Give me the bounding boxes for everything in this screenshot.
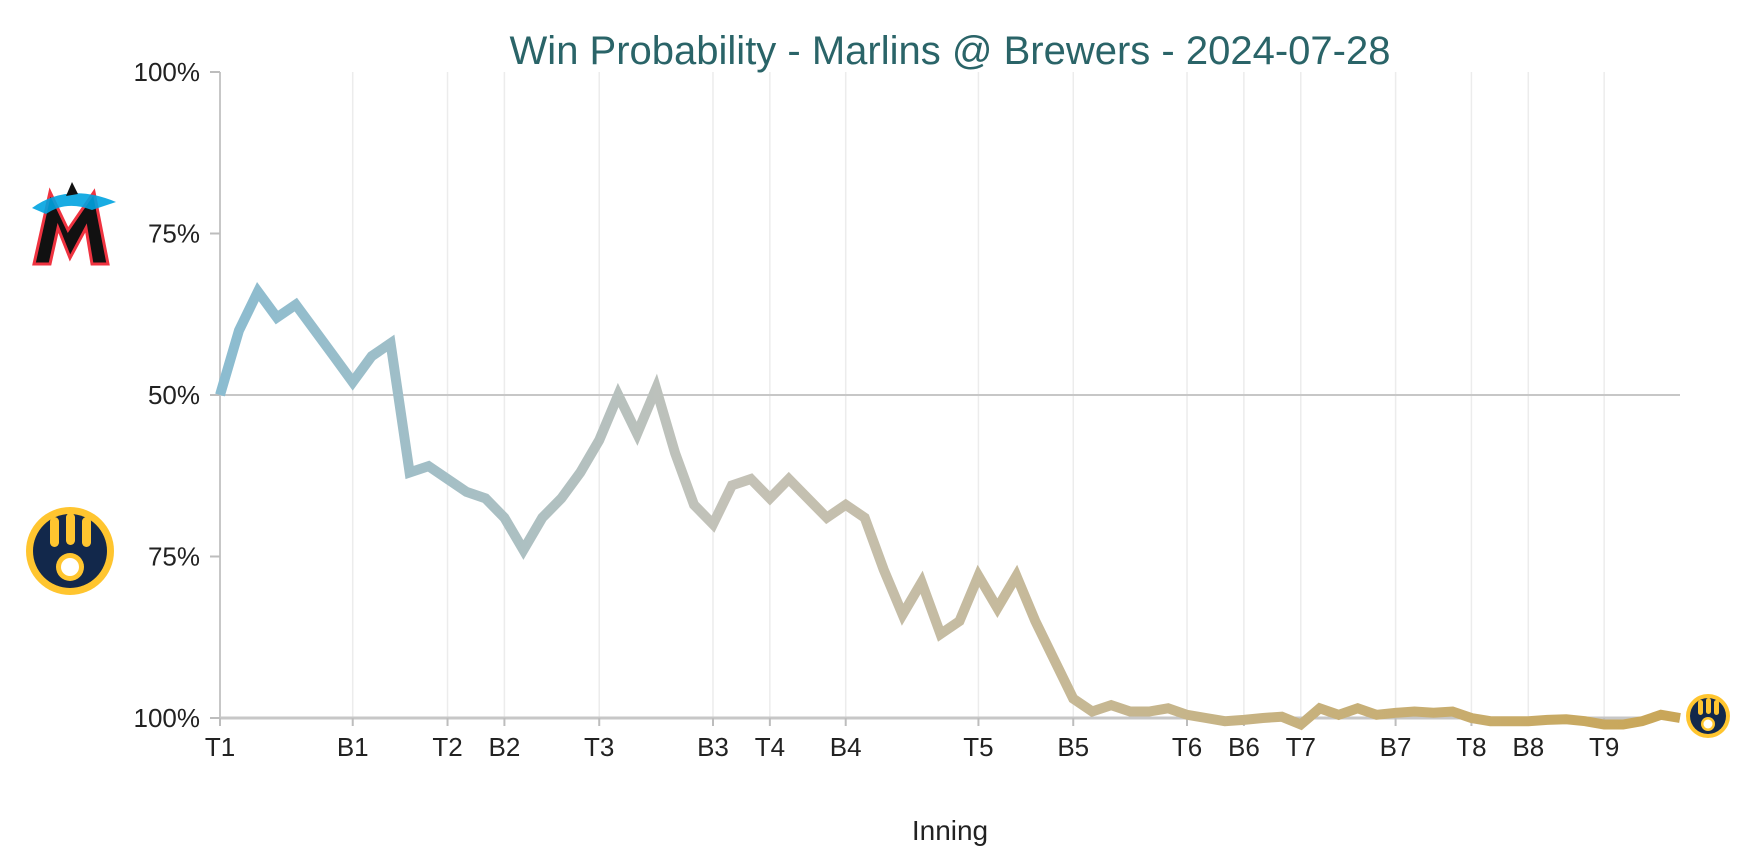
y-tick-label: 50% <box>148 380 200 410</box>
win-probability-line <box>215 281 1681 731</box>
x-axis-label: Inning <box>912 815 988 846</box>
x-tick-label: T7 <box>1286 732 1316 762</box>
x-tick-label: B2 <box>489 732 521 762</box>
y-tick-label: 100% <box>134 703 201 733</box>
x-tick-label: B4 <box>830 732 862 762</box>
x-tick-label: B1 <box>337 732 369 762</box>
x-tick-label: B3 <box>697 732 729 762</box>
x-tick-label: T5 <box>963 732 993 762</box>
chart-title: Win Probability - Marlins @ Brewers - 20… <box>510 29 1391 73</box>
x-tick-label: T1 <box>205 732 235 762</box>
marlins-logo <box>32 182 116 266</box>
x-tick-label: T6 <box>1172 732 1202 762</box>
y-tick-label: 75% <box>148 542 200 572</box>
y-tick-label: 75% <box>148 219 200 249</box>
x-tick-label: B6 <box>1228 732 1260 762</box>
x-tick-label: T2 <box>432 732 462 762</box>
x-tick-label: B7 <box>1380 732 1412 762</box>
x-tick-label: T9 <box>1589 732 1619 762</box>
grid-lines <box>219 72 1680 718</box>
brewers-logo <box>26 507 114 595</box>
x-tick-label: T8 <box>1456 732 1486 762</box>
x-tick-label: T4 <box>755 732 785 762</box>
x-tick-label: B5 <box>1057 732 1089 762</box>
x-tick-label: B8 <box>1512 732 1544 762</box>
x-axis-ticks: T1 B1 T2 B2 T3 B3 T4 B4 T5 B5 T6 B6 T7 B7 T8 B8 T9 <box>205 718 1619 762</box>
brewers-end-logo <box>1686 694 1730 738</box>
x-tick-label: T3 <box>584 732 614 762</box>
y-tick-label: 100% <box>134 57 201 87</box>
y-axis-ticks: 100% 75% 50% 75% 100% <box>134 57 220 733</box>
win-probability-series <box>215 281 1681 731</box>
